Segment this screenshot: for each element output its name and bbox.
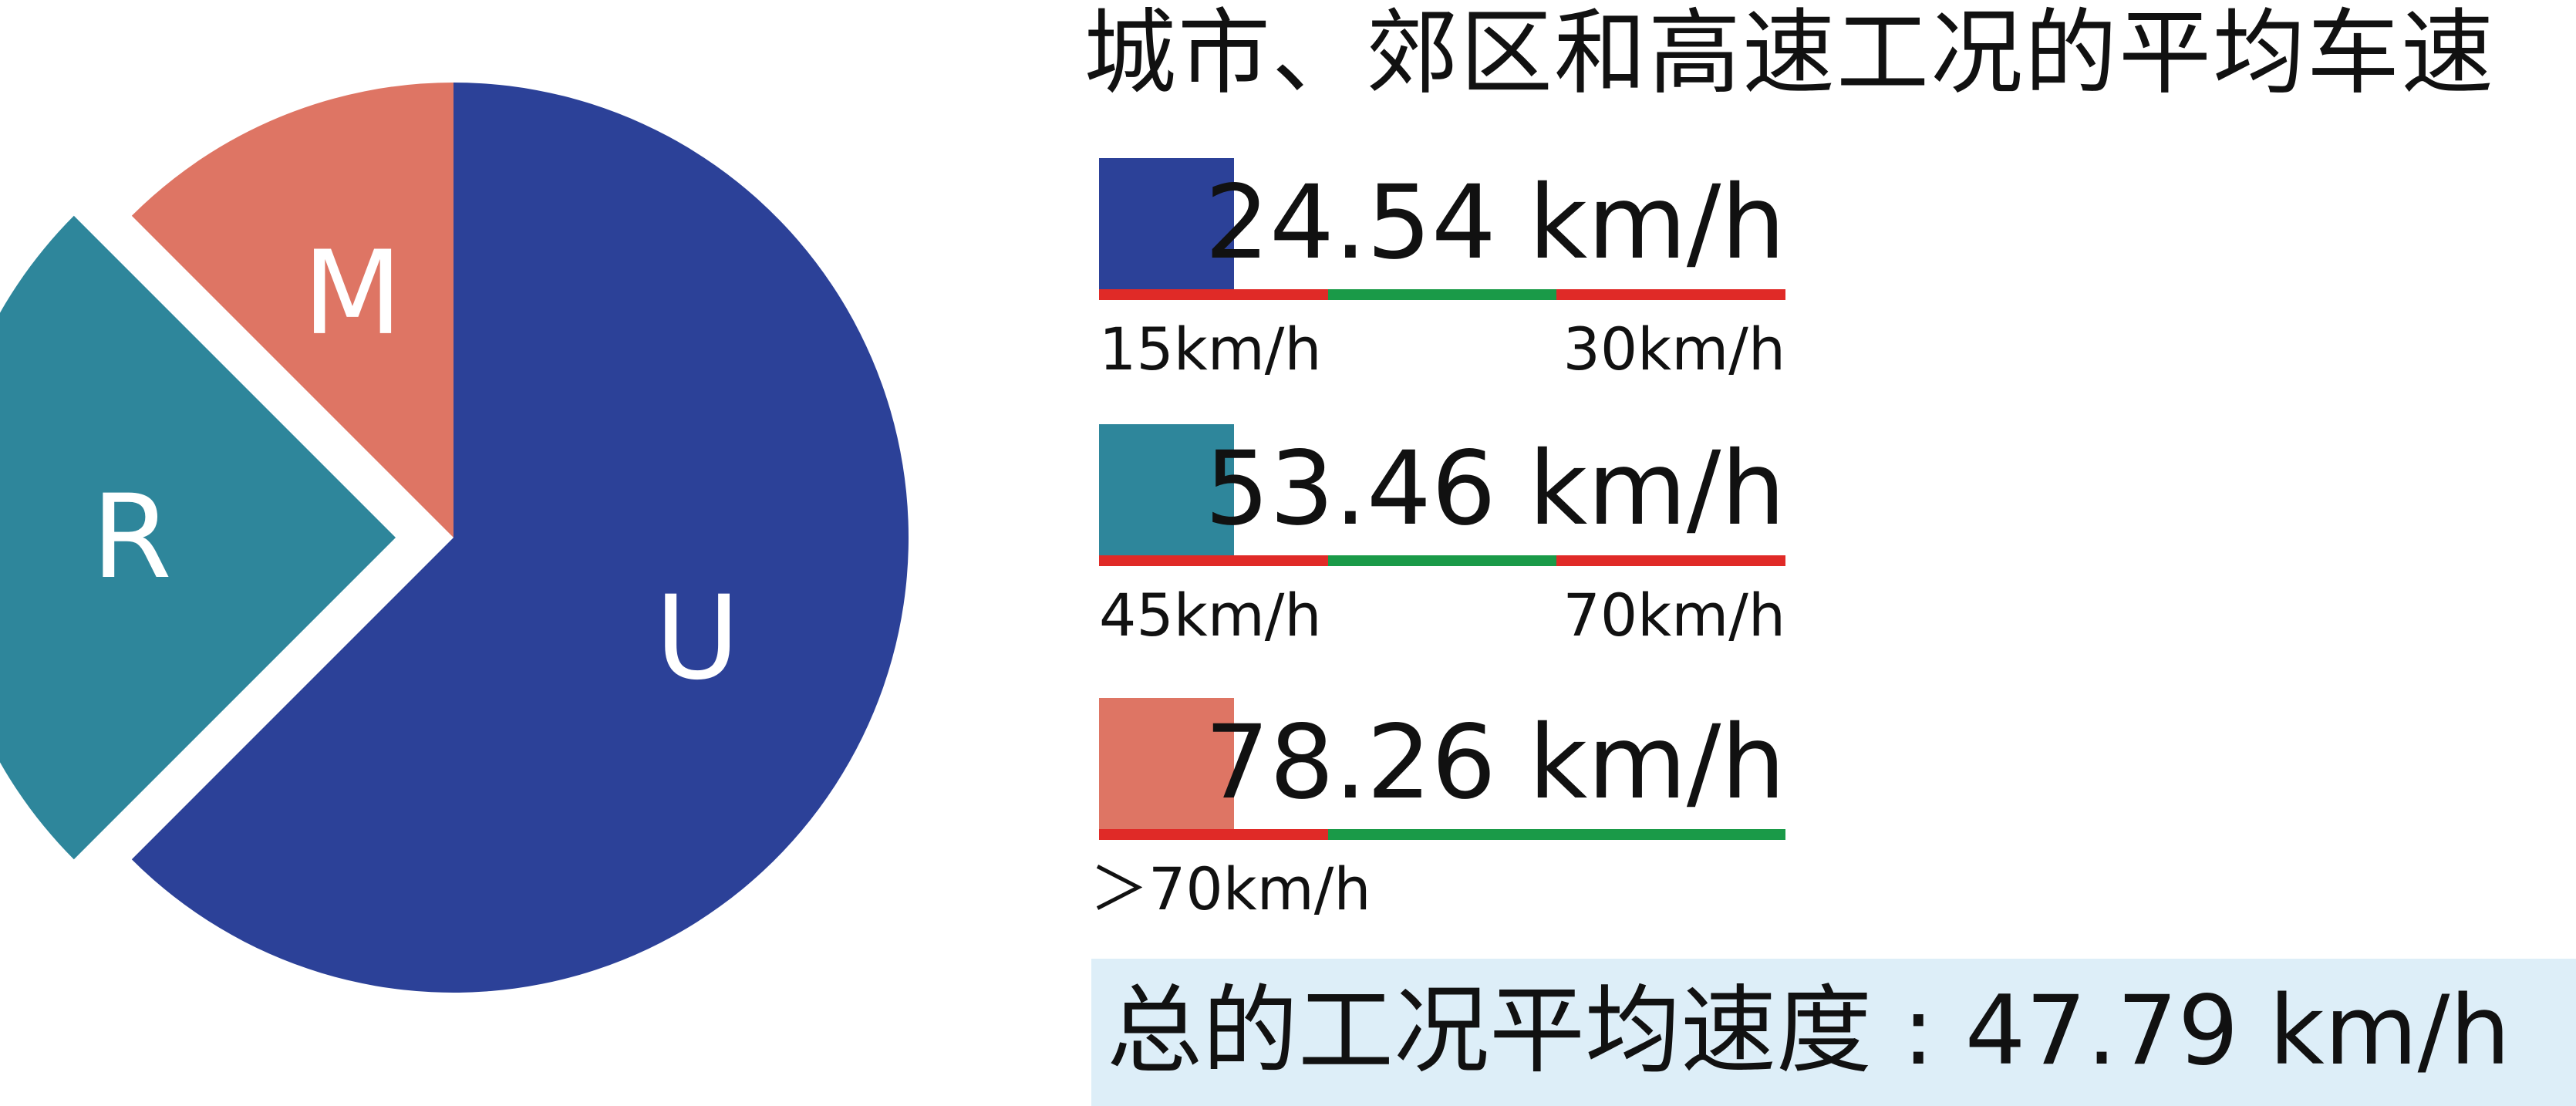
legend-swatch-urban [1099,158,1234,293]
pie-chart: U RM [0,83,909,993]
legend-speed-urban: 24.54 km/h [1204,164,1785,282]
legend-swatch-motorway [1099,698,1234,833]
range-high-rural: 70km/h [1563,581,1785,649]
range-bar-segment [1099,289,1328,300]
pie-label-r: R [92,470,172,605]
legend-speed-rural: 53.46 km/h [1204,430,1785,548]
legend-speed-motorway: 78.26 km/h [1204,703,1785,822]
chart-title: 城市、郊区和高速工况的平均车速 [1084,0,2495,107]
range-bar-segment [1556,555,1786,566]
legend-swatch-rural [1099,424,1234,559]
range-bar-segment [1556,289,1786,300]
range-low-urban: 15km/h [1099,315,1322,383]
range-bar-segment [1556,829,1786,840]
pie-slice-m [131,83,453,538]
range-bar-segment [1327,829,1557,840]
speed-range-bar-urban [1099,289,1786,300]
speed-range-bar-rural [1099,555,1786,566]
range-bar-segment [1327,289,1557,300]
range-bar-segment [1099,829,1328,840]
range-bar-segment [1099,555,1328,566]
overall-average-box: 总的工况平均速度 : 47.79 km/h [1091,959,2576,1106]
pie-slice-u [131,83,909,993]
range-bar-segment [1327,555,1557,566]
pie-label-u: U [655,572,740,706]
range-low-rural: 45km/h [1099,581,1322,649]
pie-label-m: M [302,227,402,361]
overall-average-text: 总的工况平均速度 : 47.79 km/h [1107,976,2510,1087]
pie-slice-r [0,215,396,860]
range-low-motorway: ＞70km/h [1090,855,1371,923]
range-high-urban: 30km/h [1563,315,1785,383]
speed-range-bar-motorway [1099,829,1786,840]
